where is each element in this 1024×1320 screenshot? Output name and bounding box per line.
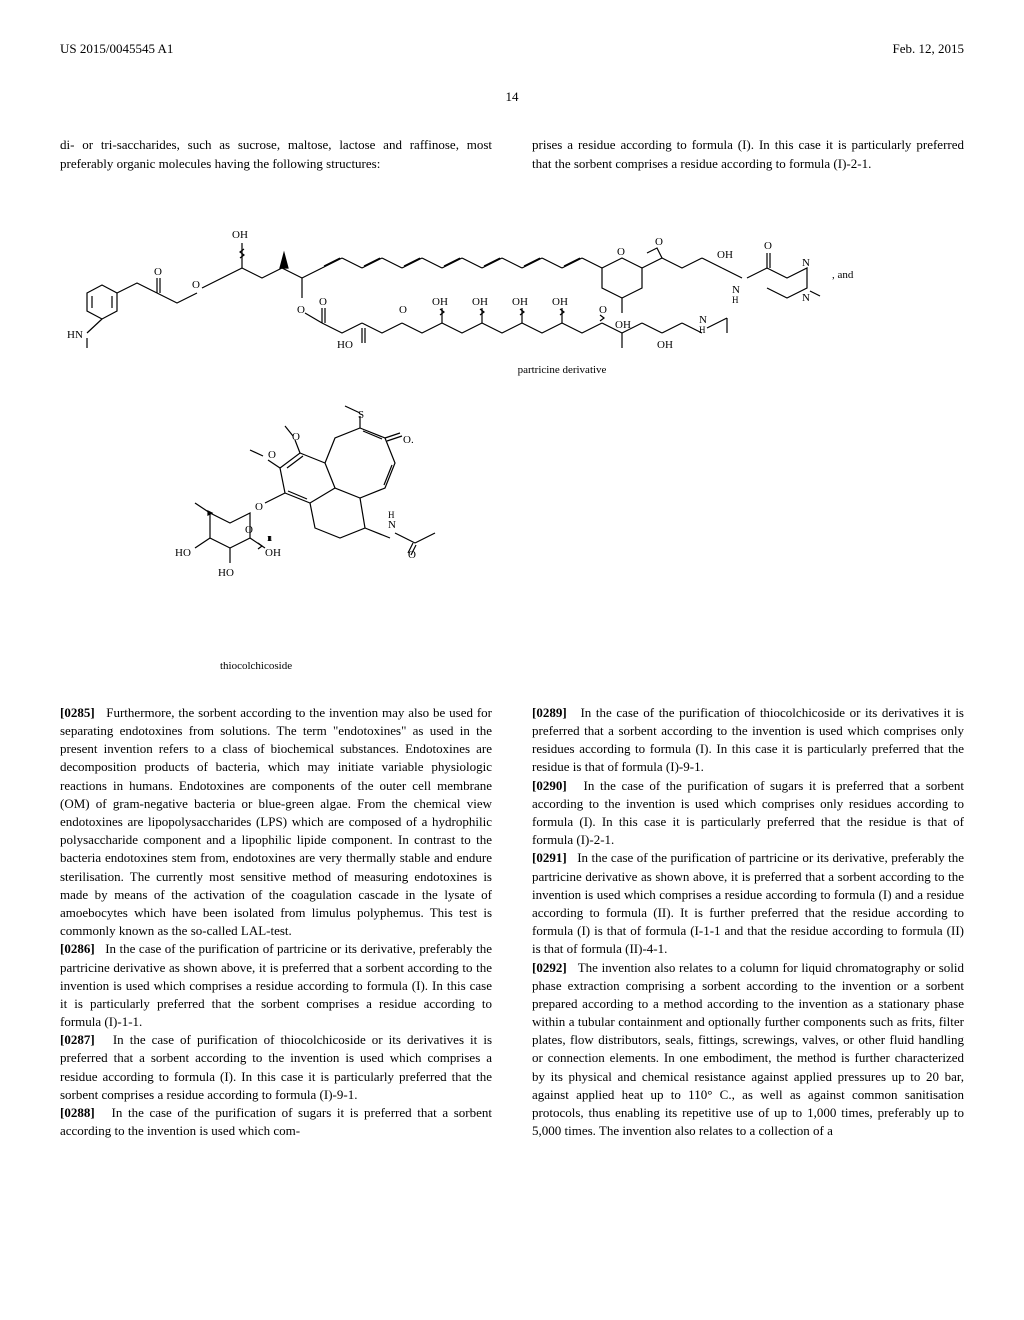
para-num: [0291] [532, 850, 567, 865]
svg-text:HO: HO [175, 547, 191, 559]
svg-text:HO: HO [337, 339, 353, 351]
partricine-structure: HN O O OH [62, 193, 962, 379]
para-0290: [0290] In the case of the purification o… [532, 777, 964, 850]
partricine-label: partricine derivative [162, 363, 962, 378]
svg-text:OH: OH [552, 296, 568, 308]
svg-text:OH: OH [657, 339, 673, 351]
svg-text:O.: O. [403, 434, 414, 446]
para-0285: [0285] Furthermore, the sorbent accordin… [60, 704, 492, 940]
svg-text:OH: OH [717, 249, 733, 261]
header-right: Feb. 12, 2015 [893, 40, 965, 58]
para-text: Furthermore, the sorbent according to th… [60, 705, 492, 938]
para-text: In the case of the purification of thioc… [532, 705, 964, 775]
para-0287: [0287] In the case of purification of th… [60, 1031, 492, 1104]
para-0291: [0291] In the case of the purification o… [532, 849, 964, 958]
svg-text:O: O [599, 304, 607, 316]
thiocolchicoside-structure: S O. O O [60, 398, 964, 674]
header-left: US 2015/0045545 A1 [60, 40, 173, 58]
page-header: US 2015/0045545 A1 Feb. 12, 2015 [60, 40, 964, 58]
top-left-col: di- or tri-saccharides, such as sucrose,… [60, 136, 492, 172]
thiocolchicoside-svg: S O. O O [160, 398, 500, 648]
para-num: [0289] [532, 705, 567, 720]
svg-text:O: O [192, 279, 200, 291]
para-num: [0287] [60, 1032, 95, 1047]
svg-text:HN: HN [67, 329, 83, 341]
svg-text:O: O [319, 296, 327, 308]
main-content: [0285] Furthermore, the sorbent accordin… [60, 704, 964, 1141]
svg-text:OH: OH [232, 229, 248, 241]
para-text: In the case of the purification of sugar… [60, 1105, 492, 1138]
top-right-col: prises a residue according to formula (I… [532, 136, 964, 172]
svg-text:OH: OH [432, 296, 448, 308]
para-num: [0285] [60, 705, 95, 720]
thiocolchicoside-label: thiocolchicoside [160, 659, 964, 674]
top-columns: di- or tri-saccharides, such as sucrose,… [60, 136, 964, 172]
page-number: 14 [60, 88, 964, 106]
svg-text:O: O [655, 236, 663, 248]
svg-text:HO: HO [218, 567, 234, 579]
para-text: In the case of the purification of sugar… [532, 778, 964, 848]
partricine-svg: HN O O OH [62, 193, 962, 353]
svg-text:O: O [268, 449, 276, 461]
para-num: [0286] [60, 941, 95, 956]
para-num: [0292] [532, 960, 567, 975]
chemical-structures: HN O O OH [60, 193, 964, 674]
svg-text:N: N [802, 257, 810, 269]
svg-text:N: N [802, 292, 810, 304]
svg-text:ıııı: ıııı [267, 533, 272, 544]
svg-text:N: N [388, 519, 396, 531]
svg-text:H: H [699, 325, 706, 335]
svg-text:OH: OH [512, 296, 528, 308]
para-text: In the case of purification of thiocolch… [60, 1032, 492, 1102]
svg-text:O: O [764, 240, 772, 252]
para-num: [0288] [60, 1105, 95, 1120]
para-0292: [0292] The invention also relates to a c… [532, 959, 964, 1141]
svg-text:O: O [255, 501, 263, 513]
para-text: In the case of the purification of partr… [60, 941, 492, 1029]
svg-text:O: O [617, 246, 625, 258]
top-right-text: prises a residue according to formula (I… [532, 136, 964, 172]
svg-text:S: S [358, 409, 364, 421]
para-text: The invention also relates to a column f… [532, 960, 964, 1139]
svg-text:O: O [399, 304, 407, 316]
svg-text:, and: , and [832, 269, 854, 281]
right-column: [0289] In the case of the purification o… [532, 704, 964, 1141]
para-0286: [0286] In the case of the purification o… [60, 940, 492, 1031]
svg-text:OH: OH [265, 547, 281, 559]
svg-text:O: O [245, 524, 253, 536]
left-column: [0285] Furthermore, the sorbent accordin… [60, 704, 492, 1141]
top-left-text: di- or tri-saccharides, such as sucrose,… [60, 136, 492, 172]
para-text: In the case of the purification of partr… [532, 850, 964, 956]
svg-text:OH: OH [615, 352, 631, 353]
svg-text:H: H [388, 510, 395, 520]
para-num: [0290] [532, 778, 567, 793]
para-0288: [0288] In the case of the purification o… [60, 1104, 492, 1140]
svg-text:OH: OH [472, 296, 488, 308]
svg-text:O: O [154, 266, 162, 278]
svg-text:O: O [297, 304, 305, 316]
para-0289: [0289] In the case of the purification o… [532, 704, 964, 777]
svg-text:H: H [732, 295, 739, 305]
